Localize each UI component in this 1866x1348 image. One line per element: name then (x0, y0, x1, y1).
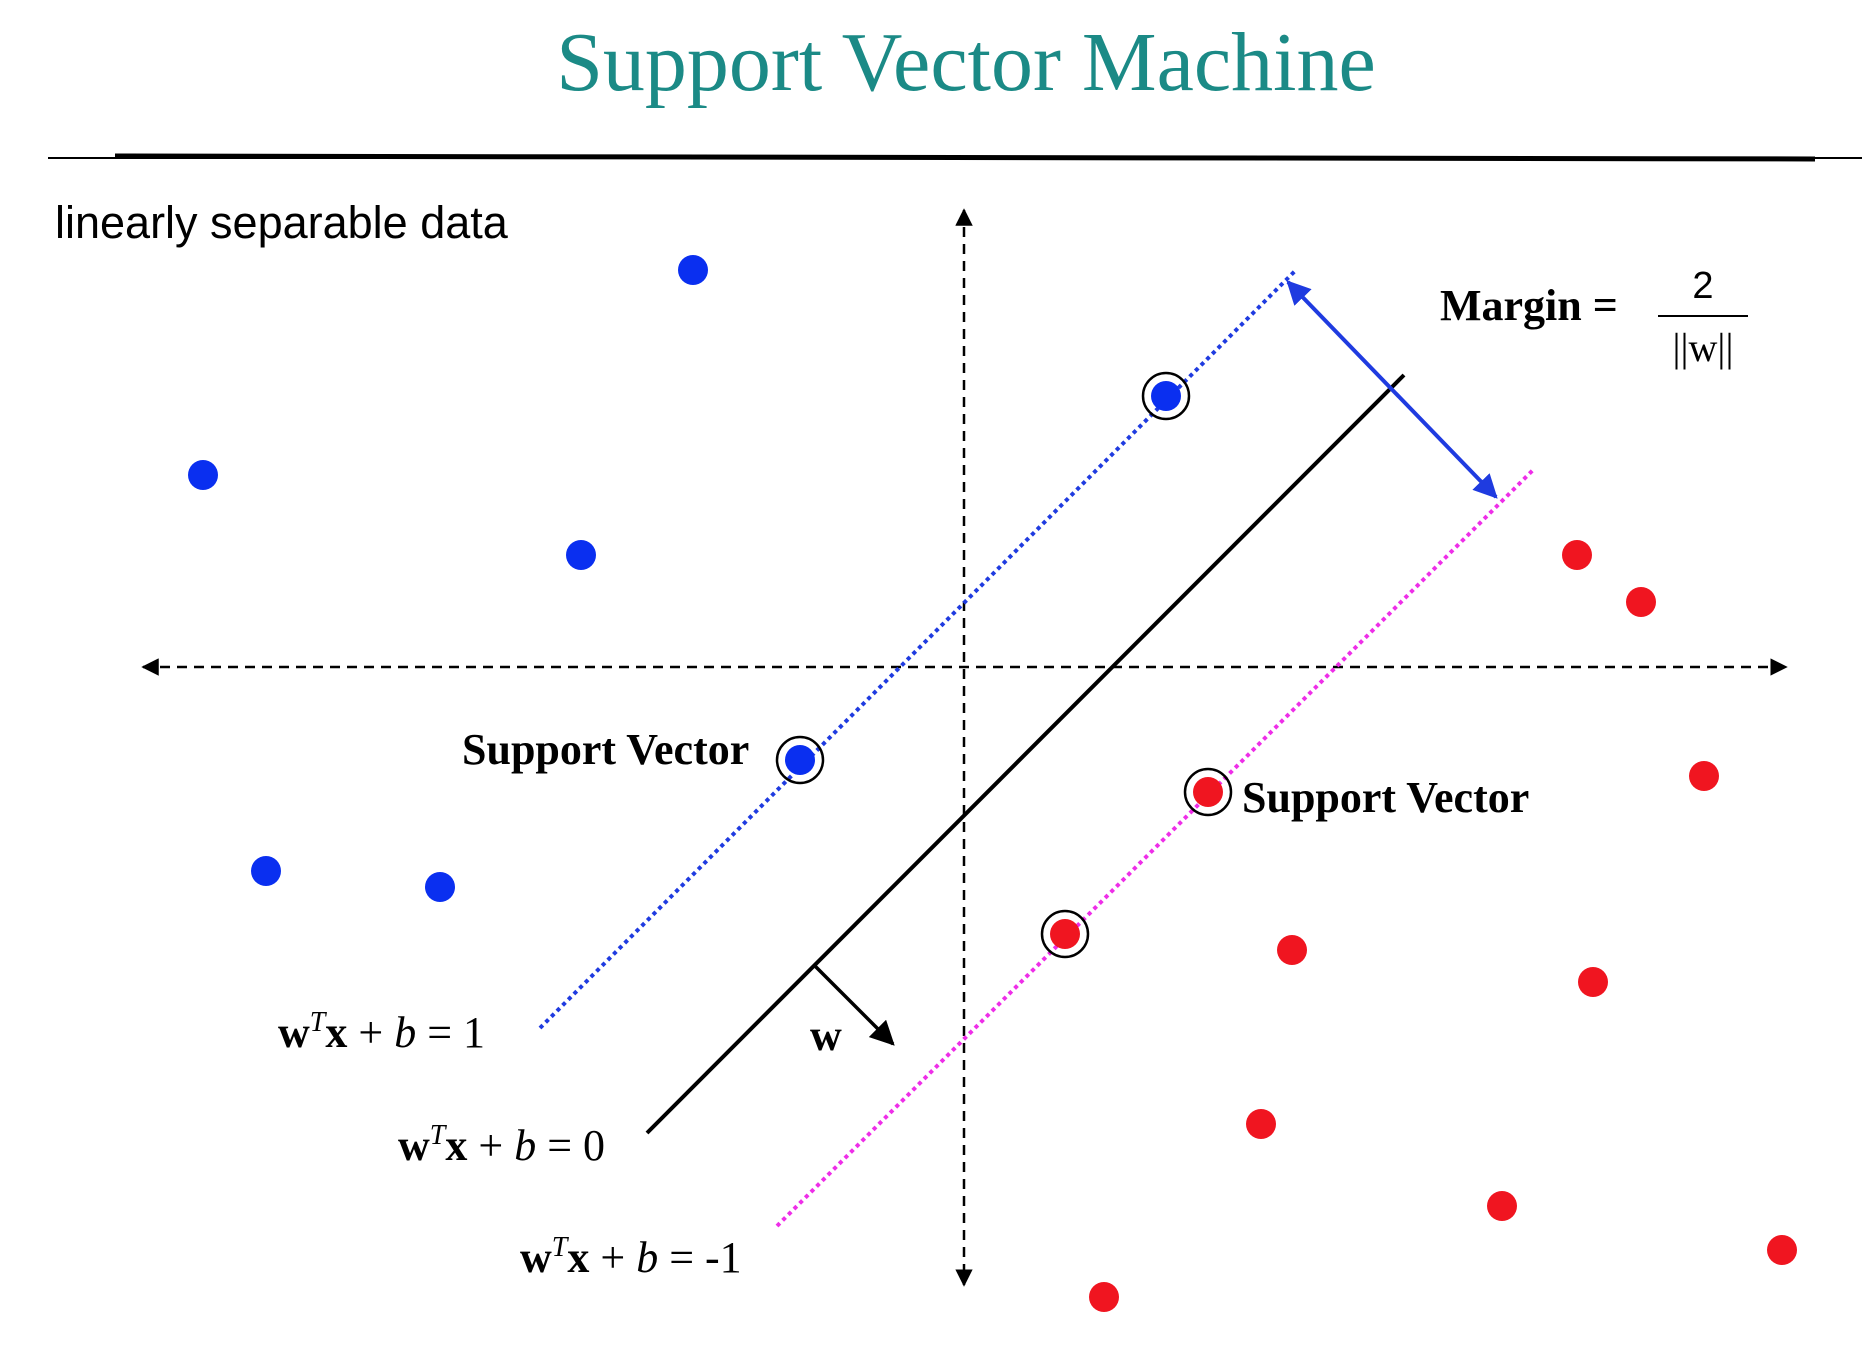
subtitle: linearly separable data (55, 197, 509, 248)
equation-rhs: = 1 (416, 1008, 485, 1057)
title-rule-thick (114, 153, 1816, 162)
positive-class-point (566, 540, 596, 570)
equation-positive-margin: wTx + b = 1 (278, 1007, 485, 1057)
page-title: Support Vector Machine (556, 16, 1376, 109)
negative-class-point (1767, 1235, 1797, 1265)
equation-hyperplane: wTx + b = 0 (398, 1120, 605, 1170)
negative-class-point (1487, 1191, 1517, 1221)
equation-transpose: T (552, 1232, 570, 1263)
decision-hyperplane (645, 373, 1406, 1135)
support-vector-ring (1040, 909, 1090, 959)
equation-b: b (514, 1121, 536, 1170)
positive-class-point (251, 856, 281, 886)
equation-negative-margin: wTx + b = -1 (520, 1232, 742, 1282)
positive-class-point (425, 872, 455, 902)
equation-transpose: T (430, 1120, 448, 1151)
equation-plus: + (467, 1121, 514, 1170)
normal-vector-label: w (810, 1011, 842, 1060)
data-points (188, 255, 1797, 1312)
positive-class-point (785, 745, 815, 775)
support-vector-ring (775, 735, 825, 785)
negative-class-point (1050, 919, 1080, 949)
positive-class-point (678, 255, 708, 285)
equation-plus: + (589, 1233, 636, 1282)
negative-class-point (1578, 967, 1608, 997)
positive-margin-line (538, 268, 1298, 1030)
margin-width-arrow (1286, 280, 1498, 499)
negative-margin-line (775, 468, 1535, 1228)
equation-b: b (636, 1233, 658, 1282)
negative-class-point (1277, 935, 1307, 965)
margin-label: Margin = (1440, 281, 1618, 330)
support-vector-label-right: Support Vector (1242, 773, 1529, 822)
equation-rhs: = -1 (658, 1233, 741, 1282)
support-vector-ring (1183, 767, 1233, 817)
equation-x: x (445, 1121, 467, 1170)
negative-class-point (1689, 761, 1719, 791)
equation-rhs: = 0 (536, 1121, 605, 1170)
margin-formula: Margin = 2 ||w|| (1440, 265, 1748, 370)
equation-w: w (520, 1233, 552, 1282)
negative-class-point (1089, 1282, 1119, 1312)
equation-w: w (278, 1008, 310, 1057)
negative-class-point (1626, 587, 1656, 617)
support-vector-ring (1141, 371, 1191, 421)
normal-vector-arrow (813, 964, 895, 1046)
negative-class-point (1562, 540, 1592, 570)
equation-plus: + (347, 1008, 394, 1057)
support-vector-label-left: Support Vector (462, 725, 749, 774)
margin-denominator: ||w|| (1673, 325, 1734, 370)
equation-w: w (398, 1121, 430, 1170)
negative-class-point (1193, 777, 1223, 807)
equation-b: b (394, 1008, 416, 1057)
positive-class-point (1151, 381, 1181, 411)
equation-x: x (325, 1008, 347, 1057)
equation-x: x (567, 1233, 589, 1282)
margin-numerator: 2 (1692, 265, 1713, 307)
positive-class-point (188, 460, 218, 490)
equation-transpose: T (310, 1007, 328, 1038)
negative-class-point (1246, 1109, 1276, 1139)
